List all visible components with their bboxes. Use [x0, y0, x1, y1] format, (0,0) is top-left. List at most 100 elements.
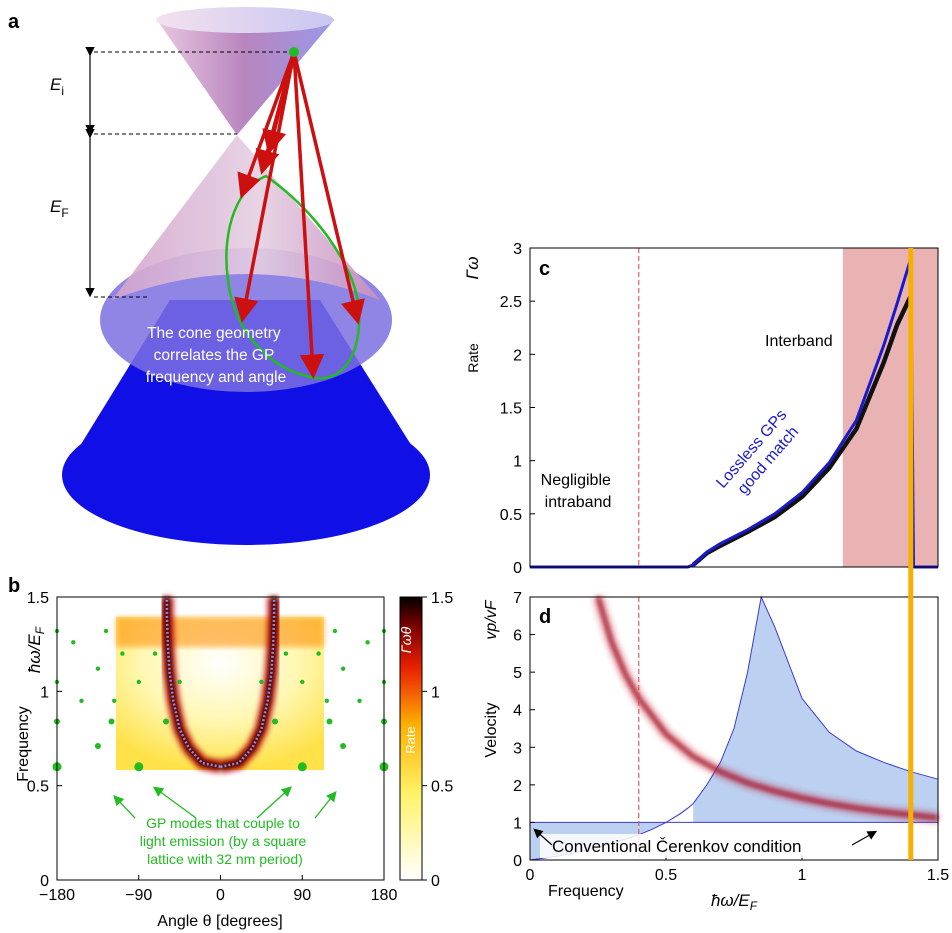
gp-mode-point: [357, 698, 362, 703]
colorbar-tick-label: 1.5: [431, 590, 453, 607]
gp-mode-point: [112, 698, 117, 703]
panel-c-ytick-label: 1: [513, 454, 522, 471]
panel-d-xlabel-word: Frequency: [548, 883, 624, 900]
panel-b-ylabel-sym: ħω/EF: [25, 626, 47, 673]
panel-b-ylabel-word: Frequency: [15, 706, 32, 782]
panel-a: a Ei EF The cone: [8, 7, 430, 545]
rate-heat-top: [116, 617, 324, 647]
ei-label: Ei: [50, 75, 64, 98]
panel-c-ylabel-word: Rate: [465, 343, 481, 373]
electron-dot: [289, 47, 299, 57]
gp-mode-point: [259, 679, 264, 685]
panel-d-xtick-label: 0.5: [655, 867, 677, 884]
gp-mode-point: [272, 718, 278, 725]
colorbar-tick-label: 1: [431, 684, 440, 701]
panel-b-ytick-label: 1.5: [27, 590, 49, 607]
panel-b-ticks: −180 −90 0 90 180 0 0.5 1 1.5: [27, 590, 398, 904]
dirac-cone-lower: [112, 135, 380, 300]
gp-velocity-curve: [596, 596, 939, 820]
panel-c-ytick-label: 1.5: [500, 401, 522, 418]
cone-curve-right: [220, 597, 276, 769]
gp-mode-point: [94, 743, 101, 749]
panel-c-letter: c: [539, 258, 550, 280]
interband-label: Interband: [765, 333, 833, 350]
gp-mode-point: [326, 718, 333, 725]
panel-b-xtick-label: −90: [125, 887, 152, 904]
panel-b-letter: b: [8, 575, 20, 597]
panel-b-ytick-label: 0: [40, 873, 49, 890]
panel-c-ytick-label: 3: [513, 241, 522, 258]
dirac-cone-upper-cap: [156, 7, 334, 33]
gp-mode-point: [177, 679, 182, 685]
panel-d-ytick-label: 3: [513, 740, 522, 757]
panel-d-ylabel-sym: vp/vF: [483, 599, 500, 639]
panel-d-ytick-label: 1: [513, 815, 522, 832]
gp-mode-point: [340, 743, 347, 749]
gp-mode-point: [79, 698, 84, 703]
panel-b-xtick-label: 180: [371, 887, 398, 904]
gp-mode-point: [300, 679, 305, 685]
dirac-cone-upper: [157, 20, 334, 135]
cone-caption: The cone geometry correlates the GP freq…: [146, 325, 286, 386]
panel-d-xtick-label: 1.5: [927, 867, 949, 884]
gp-mode-point: [283, 651, 289, 656]
gp-mode-point: [152, 651, 158, 656]
panel-d-letter: d: [539, 606, 551, 628]
cerenkov-arrow-right: [851, 830, 878, 846]
panel-b-ytick-label: 0.5: [27, 779, 49, 796]
dirac-cone-base: [62, 405, 430, 545]
panel-d-ytick-label: 7: [513, 590, 522, 607]
negligible-label: Negligible intraband: [541, 472, 616, 511]
panel-b-xlabel: Angle θ [degrees]: [157, 913, 282, 930]
panel-c-ytick-label: 0: [513, 560, 522, 577]
annotation-arrows: [113, 786, 337, 819]
colorbar-label: Rate: [403, 726, 418, 753]
panel-d-ytick-label: 5: [513, 665, 522, 682]
panel-b-xtick-label: 0: [216, 887, 225, 904]
gp-mode-point: [108, 718, 115, 725]
gp-mode-point: [120, 651, 125, 656]
panel-d-ytick-label: 6: [513, 628, 522, 645]
gp-mode-point: [316, 651, 321, 656]
lossless-label: Lossless GPs good match: [713, 403, 808, 504]
panel-d-ytick-label: 0: [513, 853, 522, 870]
panel-c-ytick-label: 2.5: [500, 294, 522, 311]
panel-b-annotation: GP modes that couple to light emission (…: [140, 815, 310, 867]
cone-curve-left: [165, 597, 221, 769]
panel-d-ticks: 0 0.5 1 1.5 0 1 2 3 4 5 6 7: [513, 590, 949, 884]
cerenkov-annotation: Conventional Čerenkov condition: [552, 837, 802, 856]
panel-c-ytick-label: 0.5: [500, 507, 522, 524]
panel-c-marks: [530, 248, 938, 569]
panel-d-ytick-label: 4: [513, 703, 522, 720]
gp-mode-point: [365, 640, 370, 645]
gp-mode-point: [134, 762, 144, 772]
panel-c-ytick-label: 2: [513, 347, 522, 364]
gp-mode-point: [297, 762, 307, 772]
panel-d-axes: [529, 596, 939, 861]
panel-d-ylabel-word: Velocity: [483, 702, 500, 757]
panel-c-shaded-region: [842, 248, 938, 567]
transition-arrows: [234, 51, 365, 379]
gp-mode-point: [103, 628, 109, 634]
panel-d-xtick-label: 0: [526, 867, 535, 884]
gp-mode-point: [332, 628, 338, 634]
panel-b-xtick-label: 90: [293, 887, 311, 904]
panel-d-marks: [529, 595, 939, 861]
annotation-bg: [540, 834, 854, 858]
gp-mode-point: [71, 640, 76, 645]
panel-d-ytick-label: 2: [513, 778, 522, 795]
colorbar-title: Γωθ: [398, 626, 414, 653]
panel-c-ylabel-sym: Γω: [463, 257, 482, 280]
panel-d-xlabel-sym: ħω/EF: [711, 891, 758, 913]
colorbar-tick-label: 0.5: [431, 779, 453, 796]
ef-label: EF: [50, 197, 69, 220]
gp-mode-point: [163, 718, 169, 725]
allowed-region-upper-edge: [692, 595, 939, 804]
colorbar-tick-label: 0: [431, 873, 440, 890]
gp-mode-point: [95, 666, 101, 671]
gp-mode-point: [340, 666, 346, 671]
panel-a-letter: a: [8, 11, 20, 33]
panel-c: 0 0.5 1 1.5 2 2.5 3 c Γω Rate Interband Neglig…: [463, 241, 939, 577]
